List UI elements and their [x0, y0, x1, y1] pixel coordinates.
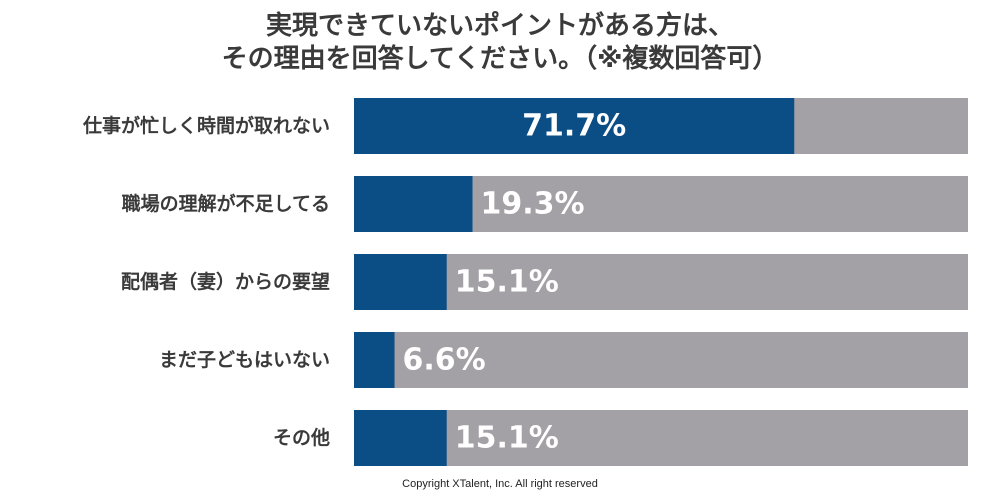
bar [354, 410, 447, 466]
value-label: 6.6% [403, 343, 486, 378]
chart-title: 実現できていないポイントがある方は、 その理由を回答してください。（※複数回答可… [0, 10, 1000, 76]
category-label: 仕事が忙しく時間が取れない [82, 114, 330, 137]
value-label: 71.7% [522, 109, 626, 144]
category-label: その他 [273, 426, 330, 449]
value-label: 15.1% [455, 421, 559, 456]
category-label: 職場の理解が不足してる [122, 192, 330, 215]
bar-track [354, 410, 968, 466]
category-label: 配偶者（妻）からの要望 [121, 270, 330, 293]
value-label: 15.1% [455, 265, 559, 300]
chart-title-line-1: 実現できていないポイントがある方は、 [265, 11, 734, 41]
bar-track [354, 254, 968, 310]
value-label: 19.3% [481, 187, 585, 222]
bar [354, 332, 395, 388]
copyright-notice: Copyright XTalent, Inc. All right reserv… [402, 478, 598, 490]
category-label: まだ子どもはいない [159, 349, 330, 371]
bar [354, 98, 795, 154]
bar-track [354, 332, 968, 388]
bar [354, 176, 473, 232]
bar [354, 254, 447, 310]
chart-title-line-2: その理由を回答してください。（※複数回答可） [221, 44, 779, 74]
